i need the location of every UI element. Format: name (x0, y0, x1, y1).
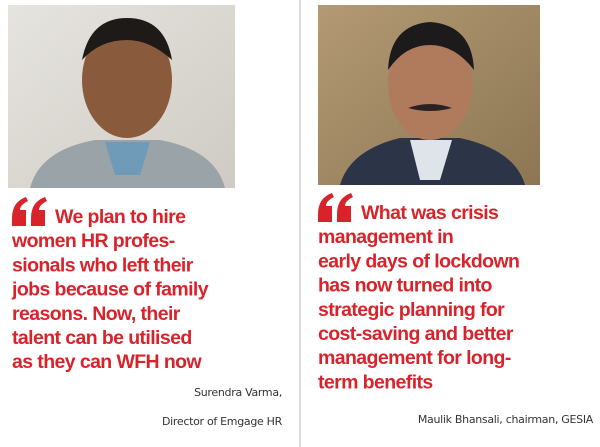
quote-mark-right (318, 193, 353, 222)
quote-line: as they can WFH now (12, 351, 202, 373)
quote-line: sionals who left their (12, 254, 194, 276)
quote-line: What was crisis (361, 202, 499, 224)
photo-left (8, 5, 235, 188)
quote-line: early days of lockdown (318, 250, 519, 272)
quote-line: has now turned into (318, 275, 493, 297)
quote-line: management for long- (318, 347, 511, 369)
quote-line: reasons. Now, their (12, 303, 181, 325)
quote-line: management in (318, 226, 453, 248)
quote-line: cost-saving and better (318, 323, 514, 345)
attribution: Maulik Bhansali, chairman, GESIA (418, 413, 594, 426)
quote-line: term benefits (318, 371, 433, 393)
quote-line: women HR profes- (11, 230, 175, 252)
quote-line: talent can be utilised (12, 327, 192, 349)
quote-mark-left (12, 197, 47, 226)
photo-right (318, 5, 540, 185)
quote-line: jobs because of family (11, 279, 209, 301)
quote-line: We plan to hire (55, 206, 186, 228)
attribution: Director of Emgage HR (162, 415, 283, 428)
attribution: Surendra Varma, (194, 386, 282, 399)
quote-line: strategic planning for (318, 299, 505, 321)
